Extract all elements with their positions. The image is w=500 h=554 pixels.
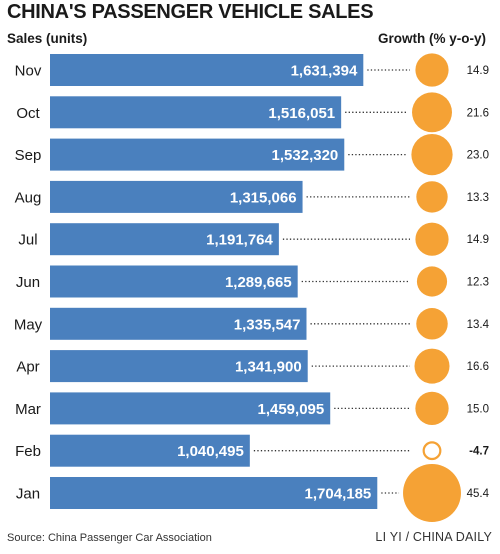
chart-title: CHINA'S PASSENGER VEHICLE SALES [7,1,374,23]
growth-value-jun: 12.3 [467,277,489,289]
growth-bubble-sep [411,133,453,176]
growth-value-aug: 13.3 [467,192,489,204]
growth-bubble-apr [414,348,450,384]
month-label-jul: Jul [18,232,37,249]
growth-bubble-may [416,308,448,340]
growth-bubble-feb [422,441,442,461]
growth-bubble-mar [415,391,449,426]
month-label-jun: Jun [16,274,40,291]
month-label-sep: Sep [15,147,42,164]
growth-bubble-oct [412,92,452,133]
sales-value-jul: 1,191,764 [206,232,273,249]
sales-bar-feb [50,434,250,467]
month-label-feb: Feb [15,443,41,460]
growth-bubble-nov [415,53,449,87]
sales-axis-label: Sales (units) [7,31,88,46]
credit-line: LI YI / CHINA DAILY [375,530,492,544]
sales-bar-sep [50,138,345,171]
sales-bar-jan [50,477,378,509]
growth-value-oct: 21.6 [467,107,489,119]
growth-value-sep: 23.0 [467,150,489,162]
sales-value-sep: 1,532,320 [272,147,339,164]
growth-bubble-aug [416,181,448,213]
sales-value-jan: 1,704,185 [305,486,372,503]
month-label-apr: Apr [16,359,39,376]
sales-value-nov: 1,631,394 [291,63,358,80]
sales-value-feb: 1,040,495 [177,443,244,460]
sales-bar-mar [50,392,331,425]
growth-value-mar: 15.0 [467,403,489,415]
sales-value-aug: 1,315,066 [230,189,297,206]
sales-value-oct: 1,516,051 [268,105,335,122]
growth-value-nov: 14.9 [467,65,489,77]
growth-value-feb: -4.7 [469,446,489,458]
month-label-aug: Aug [15,189,42,206]
month-label-oct: Oct [16,105,40,122]
growth-axis-label: Growth (% y-o-y) [378,31,486,46]
growth-bubble-jun [416,266,448,297]
growth-value-jul: 14.9 [467,234,489,246]
sales-bar-oct [50,96,342,129]
sales-value-apr: 1,341,900 [235,359,302,376]
sales-bar-nov [50,54,364,86]
month-label-mar: Mar [15,401,41,418]
sales-bar-may [50,307,307,340]
month-label-jan: Jan [16,486,40,503]
growth-value-apr: 16.6 [467,361,489,373]
sales-bar-aug [50,180,303,213]
sales-value-mar: 1,459,095 [257,401,324,418]
growth-value-may: 13.4 [467,319,490,331]
growth-value-jan: 45.4 [467,488,490,500]
sales-bar-apr [50,350,308,383]
source-note: Source: China Passenger Car Association [7,532,212,544]
sales-value-jun: 1,289,665 [225,274,292,291]
month-label-nov: Nov [15,63,42,80]
growth-bubble-jan [403,464,461,522]
sales-bar-jul [50,223,279,256]
sales-bar-jun [50,265,298,298]
sales-value-may: 1,335,547 [234,316,301,333]
month-label-may: May [14,316,43,333]
growth-bubble-jul [415,222,449,256]
